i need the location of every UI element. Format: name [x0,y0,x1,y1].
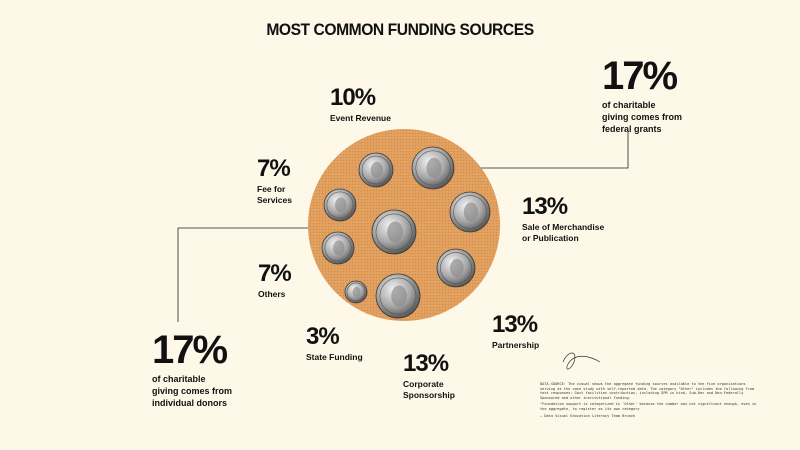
coin-illustration [344,280,368,304]
partner-pct: 13% [492,311,538,338]
label-event-revenue: 10% Event Revenue [330,86,391,124]
state-pct: 3% [306,323,340,350]
corp-text-2: Sponsorship [403,390,455,400]
label-others: 7% Others [258,260,292,300]
coin-illustration [411,146,455,190]
callout-individual-donors: 17% of charitable giving comes from indi… [152,330,232,409]
coin-illustration [436,248,476,288]
label-partnership: 13% Partnership [492,313,539,351]
donors-text-1: of charitable [152,374,206,384]
corp-text-1: Corporate [403,379,444,389]
event-pct: 10% [330,84,376,111]
label-fee-for-services: 7% Fee for Services [257,157,292,206]
coin-illustration [358,152,394,188]
others-text: Others [258,289,286,299]
callout-federal-grants: 17% of charitable giving comes from fede… [602,56,682,135]
label-state-funding: 3% State Funding [306,325,363,363]
note-paragraph-1: DATA SOURCE: The visual shows the aggreg… [540,382,755,400]
label-merchandise: 13% Sale of Merchandise or Publication [522,195,604,244]
federal-text-3: federal grants [602,124,662,134]
note-paragraph-3: — Data Visual Education Literacy Team Br… [540,413,636,418]
merch-text-1: Sale of Merchandise [522,222,605,232]
note-paragraph-2: "Foundation support is categorized in 'O… [540,402,757,411]
corp-pct: 13% [403,350,449,377]
federal-pct: 17% [602,54,678,98]
merch-pct: 13% [522,193,568,220]
partner-text: Partnership [492,340,540,350]
chart-title: MOST COMMON FUNDING SOURCES [266,20,534,39]
coin-group [321,146,491,319]
donors-pct: 17% [152,328,228,372]
fee-text-2: Services [257,195,292,205]
label-corporate: 13% Corporate Sponsorship [403,352,455,401]
coin-illustration [323,188,357,222]
federal-text-2: giving comes from [602,112,683,122]
coin-illustration [321,231,355,265]
event-text: Event Revenue [330,113,391,123]
donors-text-2: giving comes from [152,386,233,396]
fee-pct: 7% [257,155,291,182]
donors-text-3: individual donors [152,398,228,408]
source-note: DATA SOURCE: The visual shows the aggreg… [540,382,760,420]
coin-illustration [375,273,421,319]
doodle-mark [562,352,601,370]
coin-illustration [371,209,417,255]
federal-leader-line [450,132,629,169]
federal-text-1: of charitable [602,100,656,110]
fee-text-1: Fee for [257,184,286,194]
others-pct: 7% [258,260,292,287]
state-text: State Funding [306,352,363,362]
merch-text-2: or Publication [522,233,579,243]
coin-illustration [449,191,491,233]
